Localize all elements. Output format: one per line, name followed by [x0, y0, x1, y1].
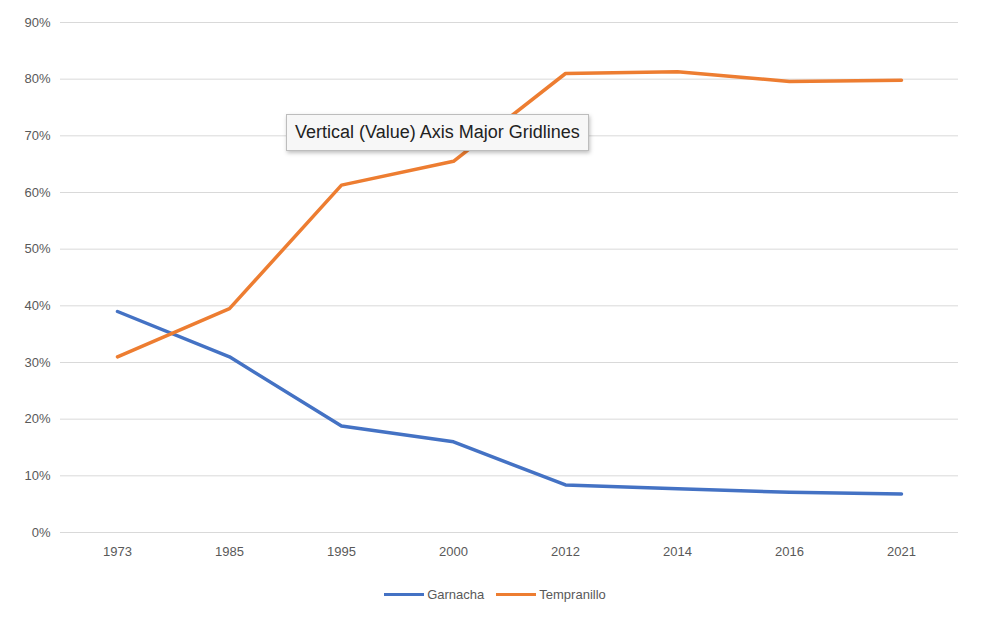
svg-text:10%: 10%	[24, 468, 50, 483]
svg-text:2016: 2016	[775, 544, 804, 559]
svg-text:1985: 1985	[215, 544, 244, 559]
svg-text:2021: 2021	[887, 544, 916, 559]
svg-text:0%: 0%	[32, 525, 51, 540]
svg-text:2014: 2014	[663, 544, 692, 559]
svg-text:1973: 1973	[103, 544, 132, 559]
svg-text:30%: 30%	[24, 355, 50, 370]
svg-text:60%: 60%	[24, 185, 50, 200]
svg-text:40%: 40%	[24, 298, 50, 313]
html-text:Tempranillo: Tempranillo	[539, 587, 606, 602]
svg-text:80%: 80%	[24, 71, 50, 86]
svg-text:2012: 2012	[551, 544, 580, 559]
svg-text:70%: 70%	[24, 128, 50, 143]
html-text:Garnacha: Garnacha	[427, 587, 485, 602]
svg-text:50%: 50%	[24, 241, 50, 256]
html-text:Vertical (Value) Axis Major Gr: Vertical (Value) Axis Major Gridlines	[295, 122, 580, 142]
svg-text:90%: 90%	[24, 15, 50, 30]
svg-text:2000: 2000	[439, 544, 468, 559]
svg-text:1995: 1995	[327, 544, 356, 559]
svg-text:20%: 20%	[24, 411, 50, 426]
